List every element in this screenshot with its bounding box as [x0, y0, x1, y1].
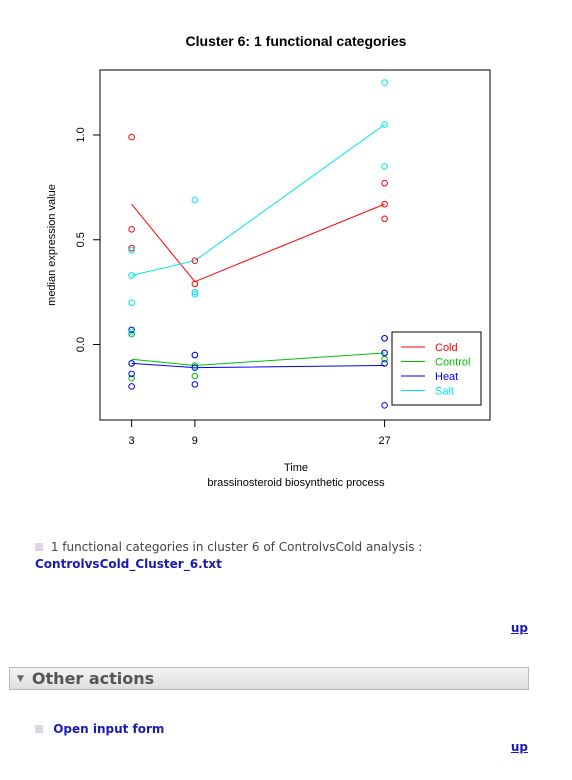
legend-box: [391, 331, 482, 406]
data-point-heat: [191, 364, 199, 371]
data-point-salt: [128, 272, 135, 279]
series-line-salt: [131, 124, 385, 276]
data-point-heat: [128, 360, 135, 367]
legend-label: Salt: [435, 386, 454, 398]
x-tick-label: 27: [378, 435, 390, 447]
data-point-salt: [381, 163, 388, 170]
chart-title: Cluster 6: 1 functional categories: [186, 33, 407, 49]
cluster-description: 1 functional categories in cluster 6 of …: [50, 540, 423, 554]
data-point-salt: [381, 79, 388, 86]
data-point-cold: [128, 244, 135, 252]
x-tick-label: 9: [192, 435, 198, 447]
x-axis-label: Time: [284, 462, 308, 474]
data-point-control: [191, 372, 199, 380]
y-tick-label: 0.0: [75, 337, 87, 352]
up-link[interactable]: up: [510, 621, 528, 635]
data-point-cold: [128, 225, 135, 233]
data-point-heat: [381, 349, 388, 357]
section-title: Other actions: [31, 669, 155, 688]
data-point-control: [381, 355, 388, 363]
triangle-down-icon[interactable]: ▼: [17, 673, 24, 684]
action-item: Open input form: [35, 722, 164, 736]
cluster-file-link[interactable]: ControlvsCold_Cluster_6.txt: [35, 557, 222, 571]
bullet-icon: [35, 543, 43, 551]
data-point-control: [128, 374, 135, 382]
data-point-heat: [381, 402, 388, 409]
data-point-control: [128, 330, 135, 338]
data-point-salt: [128, 299, 135, 306]
data-point-cold: [381, 179, 388, 187]
expression-chart: Cluster 6: 1 functional categories 3 9 27 0…: [46, 33, 491, 489]
legend-label: Control: [435, 357, 470, 369]
y-tick-label: 1.0: [75, 127, 87, 142]
y-tick-label: 0.5: [75, 232, 87, 247]
x-axis-sublabel: brassinosteroid biosynthetic process: [207, 477, 385, 489]
cluster-info: 1 functional categories in cluster 6 of …: [35, 540, 422, 554]
data-point-heat: [128, 370, 135, 378]
up-link-bottom[interactable]: up: [510, 740, 528, 754]
bullet-icon: [35, 725, 43, 733]
data-point-heat: [191, 381, 199, 388]
data-point-salt: [128, 246, 135, 254]
data-point-cold: [128, 133, 135, 141]
data-point-salt: [191, 288, 199, 296]
data-point-cold: [191, 257, 199, 265]
data-point-salt: [128, 328, 135, 336]
data-point-cold: [381, 200, 388, 208]
chart-legend: Cold Control Heat Salt: [391, 331, 482, 406]
data-point-salt: [191, 196, 199, 204]
legend-label: Cold: [435, 342, 458, 354]
other-actions-header[interactable]: ▼ Other actions: [9, 667, 529, 690]
data-point-cold: [381, 215, 388, 223]
series-line-heat: [131, 362, 385, 369]
data-point-heat: [381, 360, 388, 367]
data-point-heat: [381, 334, 388, 342]
data-point-heat: [128, 326, 135, 334]
y-axis-label: median expression value: [46, 184, 58, 306]
open-input-form-link[interactable]: Open input form: [53, 722, 165, 736]
legend-label: Heat: [435, 371, 458, 383]
data-point-control: [191, 362, 199, 369]
series-line-cold: [131, 203, 385, 283]
data-point-salt: [191, 290, 199, 298]
data-point-cold: [191, 280, 199, 288]
series-line-control: [131, 352, 385, 367]
data-point-heat: [128, 383, 135, 390]
data-point-salt: [381, 121, 388, 128]
data-point-heat: [191, 351, 199, 359]
x-tick-label: 3: [129, 435, 135, 447]
